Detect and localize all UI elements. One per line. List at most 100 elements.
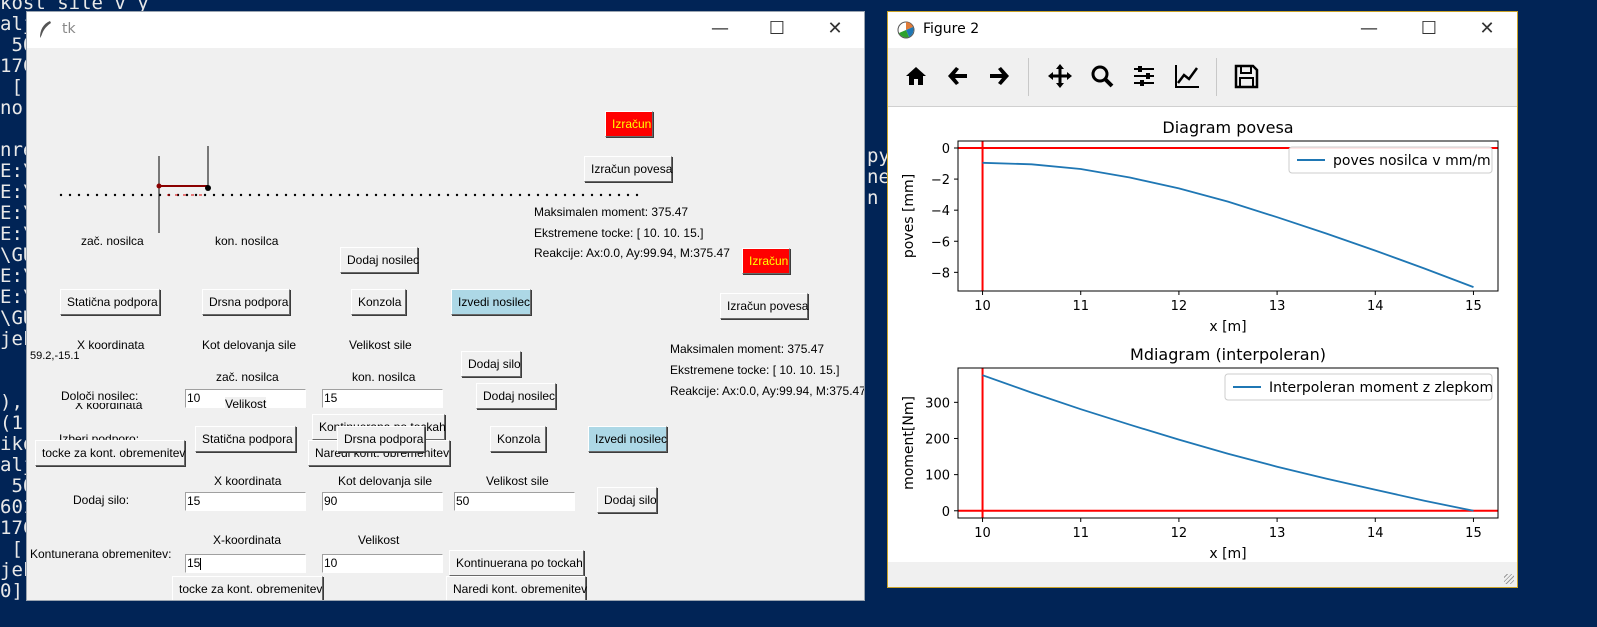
grid-dot <box>95 193 99 197</box>
grid-dot <box>230 193 234 197</box>
y-tick-label: 300 <box>925 396 950 411</box>
x-koordinata-dash-label: X-koordinata <box>213 533 282 547</box>
grid-dot <box>68 193 72 197</box>
grid-dot <box>212 193 216 197</box>
grid-dot <box>563 193 567 197</box>
x-tick-label: 13 <box>1269 526 1286 541</box>
x-koordinata-label: X koordinata <box>214 474 282 488</box>
axes-frame <box>957 140 1499 292</box>
izracun-button-1[interactable]: Izračun <box>605 111 653 137</box>
zoom-icon[interactable] <box>1087 61 1117 91</box>
x-sile-input[interactable]: 15 <box>185 492 306 511</box>
y-axis-label: moment[Nm] <box>901 396 917 490</box>
grid-dot <box>284 193 288 197</box>
maximize-icon[interactable]: ☐ <box>1420 18 1438 39</box>
izvedi-nosilec-button-old[interactable]: Izvedi nosilec <box>451 289 531 315</box>
grid-dot <box>626 193 630 197</box>
grid-dot <box>455 193 459 197</box>
kont-x-input[interactable]: 15 <box>185 554 306 573</box>
grid-dot <box>329 193 333 197</box>
kontinuirana-button[interactable]: Kontinuerana po tockah <box>449 550 584 576</box>
window-title: tk <box>62 21 76 37</box>
close-icon[interactable]: ✕ <box>1479 18 1495 39</box>
velikost-sile-label-old: Velikost sile <box>349 338 412 352</box>
tocke-button-old[interactable]: tocke za kont. obremenitev <box>35 440 185 466</box>
drsna-podpora-button-old[interactable]: Drsna podpora <box>202 289 290 315</box>
forward-icon[interactable] <box>984 61 1014 91</box>
grid-dot <box>194 193 198 197</box>
save-icon[interactable] <box>1231 61 1261 91</box>
x-axis-label: x [m] <box>1209 319 1246 335</box>
izvedi-nosilec-button[interactable]: Izvedi nosilec <box>588 426 667 452</box>
kont-velikost-input[interactable]: 10 <box>322 554 443 573</box>
kon-nosilca-label: kon. nosilca <box>352 370 416 384</box>
grid-dot <box>473 193 477 197</box>
figure-canvas[interactable]: Diagram povesa 10 11 12 13 14 15 0 −2 −4 −6 −8 x [m]… <box>888 107 1517 562</box>
staticna-podpora-button[interactable]: Statična podpora <box>195 426 296 452</box>
grid-dot <box>545 193 549 197</box>
izracun-povesa-button-1[interactable]: Izračun povesa <box>584 156 672 182</box>
maximize-icon[interactable]: ☐ <box>768 18 786 39</box>
grid-dot <box>302 193 306 197</box>
reakcije-text-2: Reakcije: Ax:0.0, Ay:99.94, M:375.47 <box>670 384 865 398</box>
zac-nosilca-label: zač. nosilca <box>216 370 279 384</box>
grid-dot <box>347 193 351 197</box>
tocke-button[interactable]: tocke za kont. obremenitev <box>172 576 323 600</box>
pan-icon[interactable] <box>1045 61 1075 91</box>
grid-dot <box>149 193 153 197</box>
x-tick-label: 11 <box>1072 526 1089 541</box>
minimize-icon[interactable]: — <box>1360 18 1378 39</box>
velikost-label: Velikost <box>358 533 400 547</box>
tk-window: tk — ☐ ✕ Izračun Izračun povesa Maksimal… <box>26 11 865 601</box>
staticna-podpora-button-old[interactable]: Statična podpora <box>60 289 160 315</box>
minimize-icon[interactable]: — <box>711 18 729 39</box>
dodaj-silo-button[interactable]: Dodaj silo <box>597 487 657 513</box>
grid-dot <box>365 193 369 197</box>
dodaj-nosilec-button[interactable]: Dodaj nosilec <box>476 383 556 409</box>
grid-dot <box>482 193 486 197</box>
max-moment-text-1: Maksimalen moment: 375.47 <box>534 205 689 219</box>
grid-dot <box>320 193 324 197</box>
grid-dot <box>122 193 126 197</box>
drsna-podpora-button[interactable]: Drsna podpora <box>337 426 425 452</box>
home-icon[interactable] <box>901 61 931 91</box>
grid-dot <box>311 193 315 197</box>
grid-dot <box>491 193 495 197</box>
kot-input[interactable]: 90 <box>322 492 443 511</box>
grid-dot <box>554 193 558 197</box>
grid-dot <box>113 193 117 197</box>
grid-dot <box>275 193 279 197</box>
back-icon[interactable] <box>943 61 973 91</box>
konzola-button[interactable]: Konzola <box>490 426 546 452</box>
velikost-sile-input[interactable]: 50 <box>454 492 575 511</box>
grid-dot <box>446 193 450 197</box>
dodaj-nosilec-button-old[interactable]: Dodaj nosilec <box>340 247 419 273</box>
konzola-button-old[interactable]: Konzola <box>351 289 406 315</box>
izracun-povesa-button-2[interactable]: Izračun povesa <box>720 293 808 319</box>
y-tick-label: 0 <box>942 505 950 520</box>
configure-subplots-icon[interactable] <box>1129 61 1159 91</box>
naredi-button[interactable]: Naredi kont. obremenitev <box>446 576 587 600</box>
kon-nosilca-input[interactable]: 15 <box>322 389 443 408</box>
figure-titlebar: Figure 2 — ☐ ✕ <box>888 12 1517 48</box>
y-tick-label: −8 <box>931 266 950 281</box>
velikost-ghost-label: Velikost <box>225 397 267 411</box>
dodaj-silo-label: Dodaj silo: <box>73 493 130 507</box>
y-axis-label: poves [mm] <box>901 174 917 258</box>
toolbar-separator <box>1028 58 1029 96</box>
grid-dot <box>536 193 540 197</box>
beam-canvas[interactable] <box>27 48 865 248</box>
grid-dot <box>239 193 243 197</box>
grid-dot <box>203 193 207 197</box>
y-tick-label: 200 <box>925 432 950 447</box>
grid-dot <box>527 193 531 197</box>
edit-axis-icon[interactable] <box>1172 61 1202 91</box>
grid-dot <box>383 193 387 197</box>
dodaj-silo-button-old[interactable]: Dodaj silo <box>461 351 521 377</box>
close-icon[interactable]: ✕ <box>827 18 843 39</box>
legend-box <box>1288 146 1493 174</box>
reakcije-text-1: Reakcije: Ax:0.0, Ay:99.94, M:375.47 <box>534 246 730 260</box>
izracun-button-2[interactable]: Izračun <box>742 248 790 274</box>
x-tick-label: 12 <box>1171 299 1188 314</box>
velikost-sile-label: Velikost sile <box>486 474 549 488</box>
